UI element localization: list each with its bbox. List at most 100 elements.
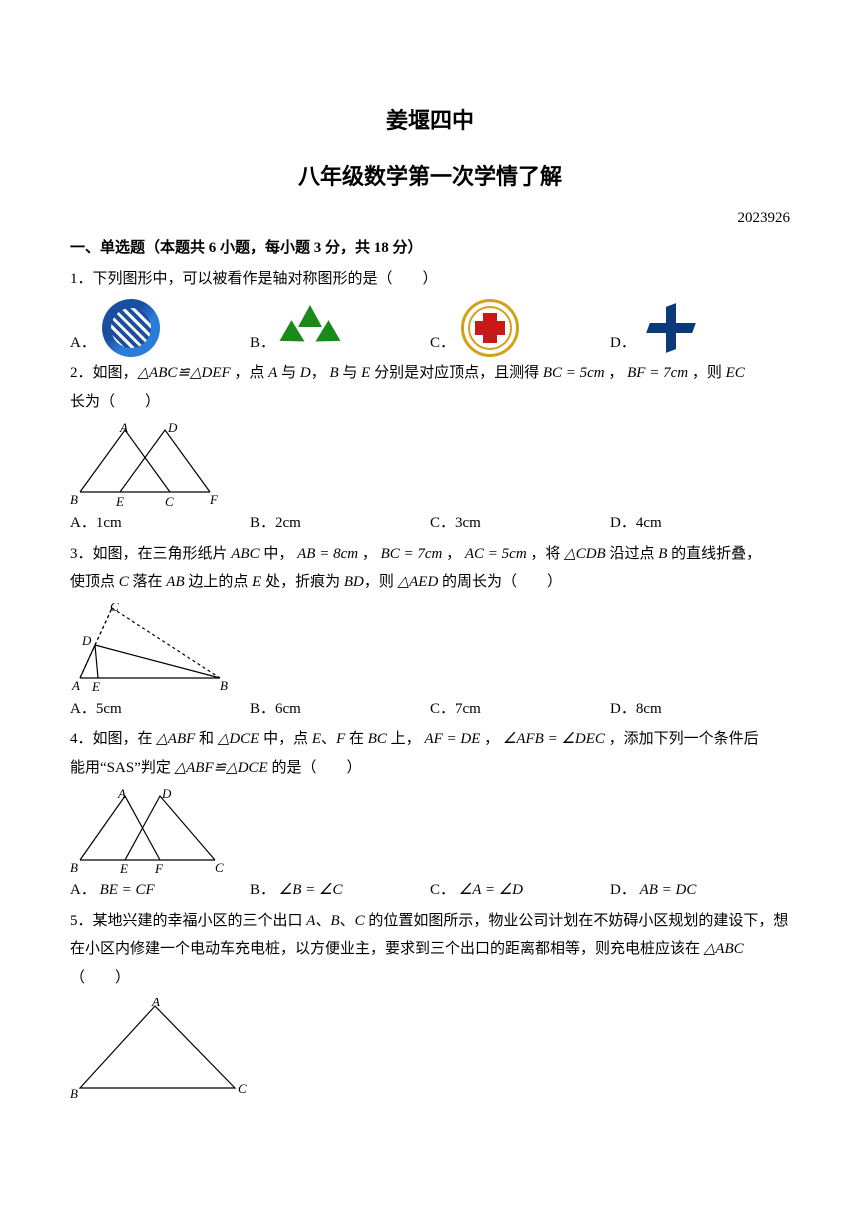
q4-lbl-b: B xyxy=(70,860,78,874)
q4-c: 和 xyxy=(195,731,218,747)
q2-choice-c: C．3cm xyxy=(430,509,610,538)
q5-f: C xyxy=(355,913,365,929)
q4-choice-d: D． AB = DC xyxy=(610,876,790,905)
q2-t5: 与 xyxy=(277,365,300,381)
q2-t15: ，则 xyxy=(688,365,726,381)
q3-e: ， xyxy=(358,546,381,562)
q4-j: BC xyxy=(368,731,387,747)
q2-choice-a: A．1cm xyxy=(70,509,250,538)
school-name: 姜堰四中 xyxy=(70,100,790,142)
q5-2b: △ABC xyxy=(704,941,744,957)
q5-lbl-b: B xyxy=(70,1086,78,1101)
q3-choice-a: A．5cm xyxy=(70,695,250,724)
q2-lbl-a: A xyxy=(119,422,128,435)
q5-g: 的位置如图所示，物业公司计划在不妨碍小区规划的建设下，想 xyxy=(365,913,789,929)
q4-d: △DCE xyxy=(218,731,260,747)
q2-t16: EC xyxy=(726,365,745,381)
q2-t1: 2．如图， xyxy=(70,365,138,381)
q4-m: ， xyxy=(480,731,503,747)
q2-t8: B xyxy=(329,365,338,381)
q2-lbl-e: E xyxy=(115,494,124,507)
q3-choice-c: C．7cm xyxy=(430,695,610,724)
q1-opt-d-label: D． xyxy=(610,329,636,358)
q3-2c: 落在 xyxy=(129,574,167,590)
q2-lbl-f: F xyxy=(209,492,219,507)
q4-o: ，添加下列一个条件后 xyxy=(605,731,759,747)
q3-g: ， xyxy=(442,546,465,562)
q2-t11: 分别是对应顶点，且测得 xyxy=(370,365,543,381)
q2-t3: ，点 xyxy=(231,365,269,381)
q1-opt-c-label: C． xyxy=(430,329,455,358)
question-1: 1．下列图形中，可以被看作是轴对称图形的是（ ） xyxy=(70,265,790,294)
q3-2i: ，则 xyxy=(364,574,398,590)
q2-t13: ， xyxy=(605,365,628,381)
q4-lbl-c: C xyxy=(215,860,224,874)
q2-figure: A D B E C F xyxy=(70,422,790,507)
q2-lbl-d: D xyxy=(167,422,178,435)
q3-d: AB = 8cm xyxy=(297,546,358,562)
q4-a: 4．如图，在 xyxy=(70,731,156,747)
question-5: 5．某地兴建的幸福小区的三个出口 A、B、C 的位置如图所示，物业公司计划在不妨… xyxy=(70,907,790,993)
q4-lbl-f: F xyxy=(154,861,164,874)
q5-a: 5．某地兴建的幸福小区的三个出口 xyxy=(70,913,306,929)
q3-2g: 处，折痕为 xyxy=(261,574,344,590)
q2-t14: BF = 7cm xyxy=(627,365,688,381)
q5-d: B xyxy=(330,913,339,929)
q4-2c: 的是（ ） xyxy=(268,760,362,776)
q3-i: ，将 xyxy=(527,546,565,562)
q3-j: △CDB xyxy=(564,546,606,562)
q4-choice-a: A． BE = CF xyxy=(70,876,250,905)
section-heading: 一、单选题（本题共 6 小题，每小题 3 分，共 18 分） xyxy=(70,234,790,263)
q3-2h: BD xyxy=(344,574,364,590)
q4-l: AF = DE xyxy=(424,731,480,747)
q3-figure: C D A E B xyxy=(70,603,790,693)
q5-lbl-a: A xyxy=(151,998,160,1009)
q3-k: 沿过点 xyxy=(606,546,659,562)
q2-t10: E xyxy=(361,365,370,381)
q2-t2: △ABC≌△DEF xyxy=(138,365,231,381)
q3-choice-d: D．8cm xyxy=(610,695,790,724)
q4-b: △ABF xyxy=(156,731,195,747)
q4-choice-b: B． ∠B = ∠C xyxy=(250,876,430,905)
q3-2j: △AED xyxy=(398,574,439,590)
q4-k: 上， xyxy=(387,731,425,747)
question-2: 2．如图，△ABC≌△DEF ，点 A 与 D， B 与 E 分别是对应顶点，且… xyxy=(70,359,790,416)
q3-lbl-e: E xyxy=(91,679,100,693)
q2-lbl-c: C xyxy=(165,494,174,507)
q2-line2: 长为（ ） xyxy=(70,388,790,417)
q4-2b: △ABF≌△DCE xyxy=(175,760,268,776)
q2-t9: 与 xyxy=(339,365,362,381)
q2-t6: D xyxy=(300,365,311,381)
q5-2c: （ ） xyxy=(70,970,130,986)
q1-logo-b-icon xyxy=(281,305,339,357)
q4-e: 中，点 xyxy=(259,731,312,747)
q3-2a: 使顶点 xyxy=(70,574,119,590)
q3-choice-b: B．6cm xyxy=(250,695,430,724)
q1-opt-a-label: A． xyxy=(70,329,96,358)
q2-lbl-b: B xyxy=(70,492,78,507)
q3-lbl-c: C xyxy=(110,603,119,614)
q4-choice-c: C． ∠A = ∠D xyxy=(430,876,610,905)
q3-lbl-a: A xyxy=(71,678,80,693)
q1-logo-a-icon xyxy=(102,299,160,357)
q5-e: 、 xyxy=(340,913,355,929)
q1-logo-c-icon xyxy=(461,299,519,357)
q2-t12: BC = 5cm xyxy=(543,365,605,381)
q5-figure: A B C xyxy=(70,998,790,1103)
q3-f: BC = 7cm xyxy=(381,546,443,562)
q1-logo-d-icon xyxy=(642,299,700,357)
q4-g: 、 xyxy=(321,731,336,747)
q4-n: ∠AFB = ∠DEC xyxy=(503,731,605,747)
q4-lbl-d: D xyxy=(161,788,172,801)
q5-lbl-c: C xyxy=(238,1081,247,1096)
q3-a: 3．如图，在三角形纸片 xyxy=(70,546,231,562)
q4-lbl-a: A xyxy=(117,788,126,801)
q3-2b: C xyxy=(119,574,129,590)
q3-h: AC = 5cm xyxy=(465,546,527,562)
q3-lbl-d: D xyxy=(81,633,92,648)
q4-lbl-e: E xyxy=(119,861,128,874)
q4-h: F xyxy=(336,731,345,747)
q2-choice-d: D．4cm xyxy=(610,509,790,538)
q3-m: 的直线折叠， xyxy=(667,546,761,562)
q1-text: 1．下列图形中，可以被看作是轴对称图形的是（ ） xyxy=(70,271,438,287)
